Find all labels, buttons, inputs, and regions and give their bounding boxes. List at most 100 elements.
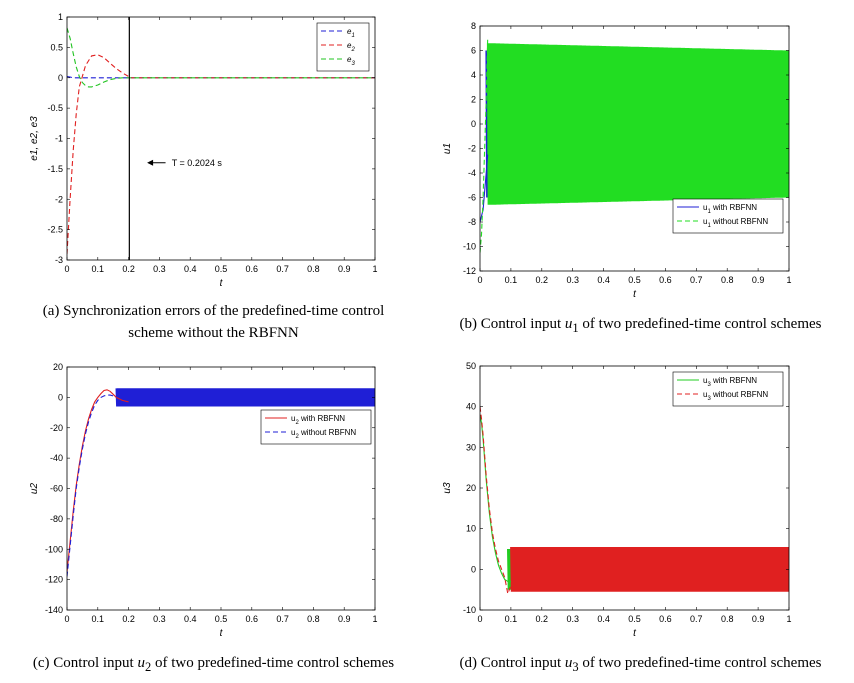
x-tick-label: 0	[64, 614, 69, 624]
caption-d: (d) Control input u3 of two predefined-t…	[427, 652, 854, 678]
caption-c-sub: 2	[144, 660, 152, 674]
x-tick-label: 0.2	[122, 614, 135, 624]
y-tick-label: -2.5	[47, 225, 63, 235]
annotation-arrow-head	[147, 159, 154, 166]
caption-b-prefix: (b) Control input	[459, 316, 565, 332]
series-line-e2	[67, 54, 375, 254]
y-tick-label: 0	[471, 564, 476, 574]
x-tick-label: 0.7	[690, 614, 703, 624]
x-tick-label: 0.4	[184, 614, 197, 624]
y-tick-label: -2	[468, 144, 476, 154]
legend-box	[672, 371, 784, 407]
x-tick-label: 0.4	[184, 264, 197, 274]
y-tick-label: -10	[463, 605, 476, 615]
series-group	[480, 406, 789, 596]
x-tick-label: 0.7	[276, 614, 289, 624]
x-tick-label: 0.3	[566, 614, 579, 624]
y-tick-label: 10	[466, 524, 476, 534]
x-tick-label: 0.5	[215, 264, 228, 274]
x-tick-label: 0.8	[721, 275, 734, 285]
legend-label: u1 without RBFNN	[703, 217, 768, 229]
y-tick-label: -1.5	[47, 164, 63, 174]
y-tick-label: -60	[50, 484, 63, 494]
y-tick-label: 6	[471, 46, 476, 56]
legend-box	[316, 22, 370, 72]
x-tick-label: 0.5	[628, 275, 641, 285]
x-tick-label: 0.6	[659, 275, 672, 285]
legend-box	[672, 198, 784, 234]
legend-label: e2	[347, 41, 355, 53]
y-tick-label: -8	[468, 217, 476, 227]
x-axis-label: t	[220, 278, 224, 289]
x-tick-label: 0.4	[597, 614, 610, 624]
x-tick-label: 0.9	[338, 264, 351, 274]
x-tick-label: 0.3	[566, 275, 579, 285]
chart-a: T = 0.2024 s 0 0.1 0.2 0.3 0.4 0.5 0.6 0.7 0.8 0.9…	[29, 12, 378, 289]
y-tick-label: -6	[468, 193, 476, 203]
x-tick-label: 0.3	[153, 614, 166, 624]
x-tick-label: 1	[372, 264, 377, 274]
band-u3-without-RBFNN	[510, 546, 789, 592]
y-tick-label: 1	[58, 12, 63, 22]
series-line-u1-with-RBFNN	[480, 154, 489, 223]
caption-a: (a) Synchronization errors of the predef…	[0, 300, 427, 344]
x-tick-label: 0.8	[721, 614, 734, 624]
chart-c: 0 0.1 0.2 0.3 0.4 0.5 0.6 0.7 0.8 0.9 1 20 0 -20 -40 -6…	[29, 362, 378, 639]
caption-d-sub: 3	[572, 660, 579, 674]
legend-label: u2 without RBFNN	[291, 428, 356, 440]
caption-d-suffix: of two predefined-time control schemes	[578, 655, 822, 671]
x-tick-label: 0	[477, 275, 482, 285]
y-tick-label: -80	[50, 514, 63, 524]
x-axis-label: t	[220, 628, 224, 639]
series-group	[480, 38, 789, 253]
caption-b-suffix: of two predefined-time control schemes	[578, 316, 822, 332]
caption-c-prefix: (c) Control input	[32, 655, 138, 671]
chart-d: 0 0.1 0.2 0.3 0.4 0.5 0.6 0.7 0.8 0.9 1 50 40 30 20 10 0…	[442, 361, 792, 639]
y-axis-label: u2	[29, 483, 40, 495]
x-tick-label: 0.5	[215, 614, 228, 624]
band-u1-without-RBFNN	[486, 43, 789, 205]
x-tick-label: 0.5	[628, 614, 641, 624]
y-tick-label: -140	[45, 605, 63, 615]
caption-b: (b) Control input u1 of two predefined-t…	[427, 313, 854, 339]
x-tick-label: 0.6	[659, 614, 672, 624]
y-tick-label: 50	[466, 361, 476, 371]
x-tick-label: 0.3	[153, 264, 166, 274]
y-tick-label: 0	[58, 73, 63, 83]
series-group	[67, 388, 375, 577]
caption-c-var: u	[137, 655, 145, 671]
x-tick-label: 0.2	[536, 614, 549, 624]
caption-c-suffix: of two predefined-time control schemes	[151, 655, 395, 671]
x-tick-label: 0.9	[338, 614, 351, 624]
chart-b: 0 0.1 0.2 0.3 0.4 0.5 0.6 0.7 0.8 0.9 1 8 6 4 2 0 -2 -4 -6…	[442, 21, 792, 300]
y-axis-label: e1, e2, e3	[29, 116, 40, 161]
y-tick-label: 8	[471, 21, 476, 31]
legend-label: u2 with RBFNN	[291, 414, 345, 426]
y-tick-label: 4	[471, 70, 476, 80]
legend-label: u3 without RBFNN	[703, 390, 768, 402]
x-tick-label: 0.9	[752, 614, 765, 624]
y-tick-label: -10	[463, 242, 476, 252]
y-axis-label: u3	[442, 482, 453, 494]
y-tick-label: 2	[471, 95, 476, 105]
x-tick-label: 0.6	[246, 264, 259, 274]
x-tick-label: 1	[786, 275, 791, 285]
x-tick-label: 0.1	[505, 275, 518, 285]
series-group	[67, 27, 375, 254]
y-tick-label: 20	[466, 483, 476, 493]
y-tick-label: -40	[50, 453, 63, 463]
legend-box	[260, 409, 372, 445]
x-tick-label: 0.2	[536, 275, 549, 285]
y-tick-label: -2	[55, 194, 63, 204]
band-u2-without-RBFNN	[115, 388, 375, 407]
y-tick-label: 0	[471, 119, 476, 129]
x-tick-label: 0.8	[307, 614, 320, 624]
x-tick-label: 0	[64, 264, 69, 274]
x-tick-label: 0.2	[122, 264, 135, 274]
y-tick-label: 0.5	[50, 42, 63, 52]
y-tick-label: 20	[53, 362, 63, 372]
x-tick-label: 1	[786, 614, 791, 624]
caption-a-line1: (a) Synchronization errors of the predef…	[42, 303, 385, 319]
x-tick-label: 0.7	[690, 275, 703, 285]
y-tick-label: 30	[466, 442, 476, 452]
